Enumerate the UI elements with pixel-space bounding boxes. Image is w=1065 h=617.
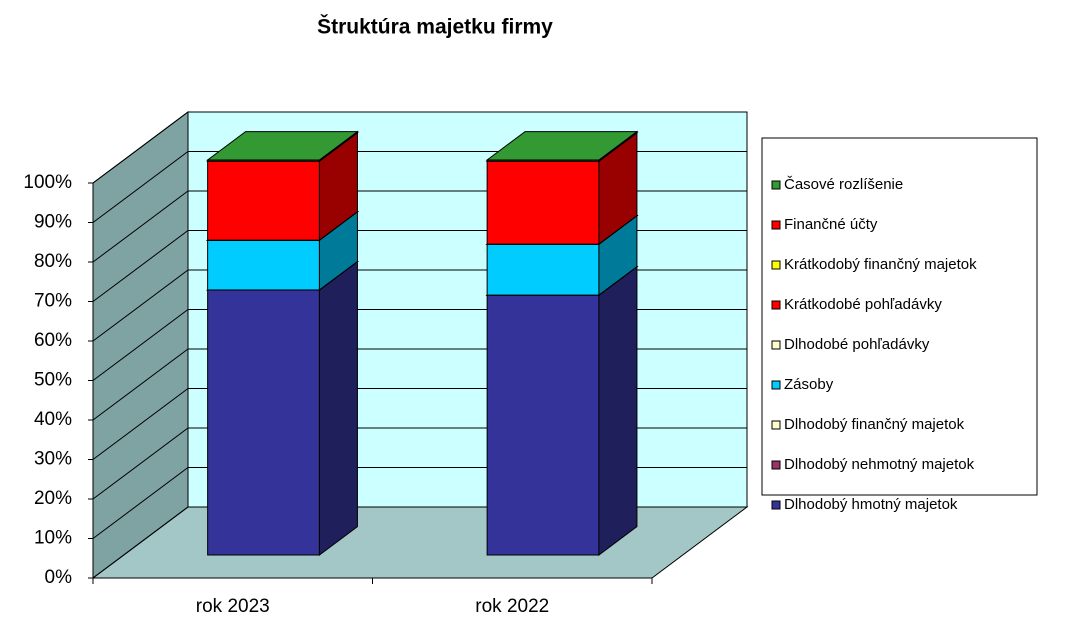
y-tick-label: 50% bbox=[34, 370, 72, 391]
bar-segment bbox=[207, 239, 320, 291]
legend-label: Dlhodobý hmotný majetok bbox=[784, 496, 958, 513]
y-tick-label: 20% bbox=[34, 488, 72, 509]
legend-label: Časové rozlíšenie bbox=[784, 176, 903, 193]
legend-label: Zásoby bbox=[784, 376, 834, 393]
legend-swatch bbox=[771, 300, 781, 310]
legend-swatch bbox=[771, 340, 781, 350]
floor bbox=[91, 506, 749, 579]
y-tick-label: 10% bbox=[34, 528, 72, 549]
legend-label: Dlhodobý finančný majetok bbox=[784, 416, 965, 433]
y-tick-label: 90% bbox=[34, 212, 72, 233]
bar-segment bbox=[207, 289, 320, 556]
legend-swatch bbox=[771, 460, 781, 470]
y-tick-label: 70% bbox=[34, 291, 72, 312]
legend-label: Krátkodobé pohľadávky bbox=[784, 296, 942, 313]
bar-top bbox=[485, 131, 639, 161]
y-tick-label: 40% bbox=[34, 409, 72, 430]
legend-swatch bbox=[771, 420, 781, 430]
x-tick-label: rok 2022 bbox=[475, 596, 549, 617]
grid-line bbox=[92, 111, 747, 184]
y-tick-label: 100% bbox=[23, 172, 72, 193]
y-tick-label: 60% bbox=[34, 330, 72, 351]
legend-swatch bbox=[771, 260, 781, 270]
bar-top bbox=[206, 131, 359, 161]
y-tick-label: 30% bbox=[34, 449, 72, 470]
bar-segment bbox=[486, 243, 600, 296]
y-tick-label: 0% bbox=[45, 567, 73, 588]
bar-segment bbox=[207, 160, 320, 241]
bar-segment bbox=[486, 294, 600, 556]
legend-label: Krátkodobý finančný majetok bbox=[784, 256, 977, 273]
legend-swatch bbox=[771, 220, 781, 230]
legend-box bbox=[761, 137, 1038, 496]
bar-side bbox=[318, 260, 358, 556]
legend-label: Dlhodobé pohľadávky bbox=[784, 336, 930, 353]
y-tick-label: 80% bbox=[34, 251, 72, 272]
chart-title: Štruktúra majetku firmy bbox=[317, 15, 553, 39]
legend-swatch bbox=[771, 380, 781, 390]
legend-swatch bbox=[771, 500, 781, 510]
x-tick-label: rok 2023 bbox=[196, 596, 270, 617]
legend-swatch bbox=[771, 180, 781, 190]
bar-side bbox=[598, 265, 638, 556]
legend-label: Finančné účty bbox=[784, 216, 878, 233]
legend-label: Dlhodobý nehmotný majetok bbox=[784, 456, 975, 473]
bar-segment bbox=[486, 160, 600, 245]
